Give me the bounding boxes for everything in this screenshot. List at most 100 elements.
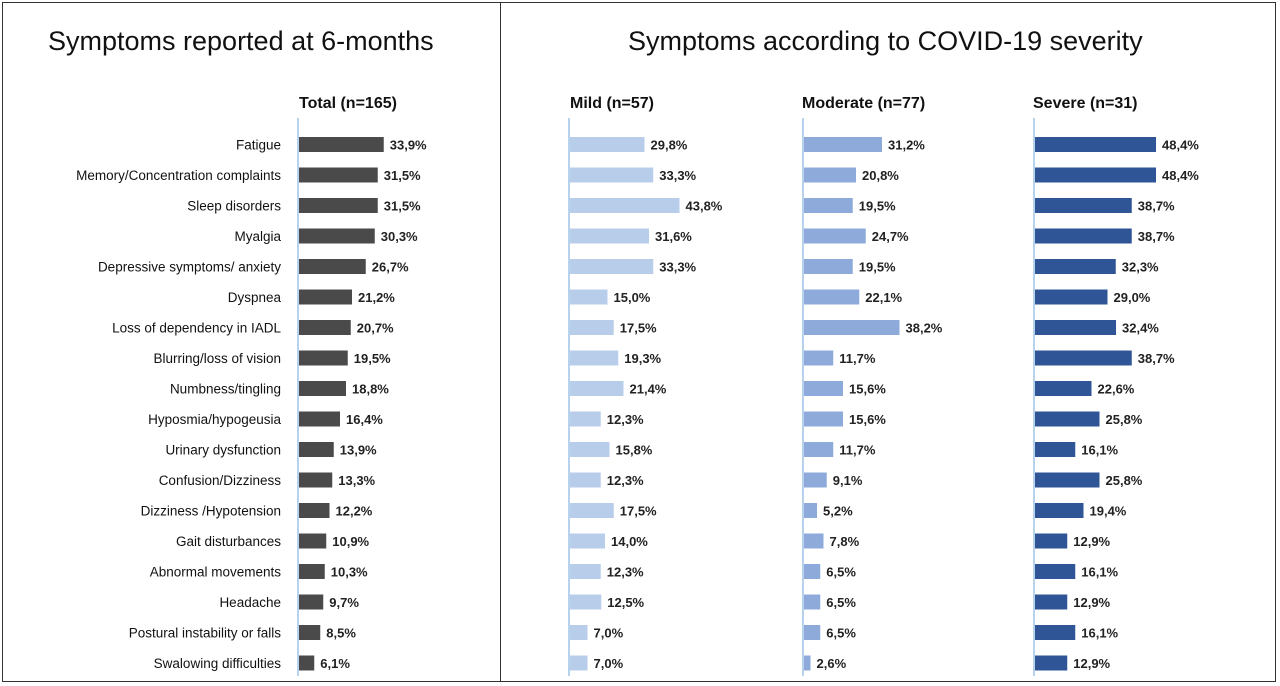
data-label-moderate: 15,6% <box>849 412 886 427</box>
bar-total <box>299 198 378 213</box>
data-label-moderate: 6,5% <box>826 595 856 610</box>
data-label-severe: 38,7% <box>1138 229 1175 244</box>
data-label-mild: 29,8% <box>651 138 688 153</box>
bar-moderate <box>804 228 866 244</box>
data-label-mild: 15,0% <box>614 290 651 305</box>
data-label-moderate: 5,2% <box>823 504 853 519</box>
bar-mild <box>570 350 619 366</box>
bar-severe <box>1035 564 1076 579</box>
category-label: Fatigue <box>236 138 281 153</box>
bar-moderate <box>804 320 900 335</box>
category-label: Postural instability or falls <box>129 626 282 641</box>
category-label: Hyposmia/hypogeusia <box>148 412 281 427</box>
data-label-total: 21,2% <box>358 290 395 305</box>
bar-total <box>299 289 352 305</box>
data-label-severe: 25,8% <box>1106 473 1143 488</box>
bar-moderate <box>804 564 821 579</box>
data-label-total: 13,3% <box>338 473 375 488</box>
series-header-moderate: Moderate (n=77) <box>802 95 925 112</box>
category-label: Depressive symptoms/ anxiety <box>98 260 281 275</box>
data-label-total: 18,8% <box>352 382 389 397</box>
bar-mild <box>570 564 601 579</box>
bar-total <box>299 594 324 610</box>
bar-total <box>299 625 321 640</box>
data-label-total: 31,5% <box>384 199 421 214</box>
data-label-moderate: 19,5% <box>859 260 896 275</box>
bar-total <box>299 533 327 549</box>
bar-total <box>299 381 346 396</box>
bar-moderate <box>804 411 843 427</box>
series-header-mild: Mild (n=57) <box>570 95 654 112</box>
data-label-severe: 32,3% <box>1122 260 1159 275</box>
data-label-total: 10,9% <box>332 534 369 549</box>
category-label: Memory/Concentration complaints <box>76 168 281 183</box>
data-label-total: 9,7% <box>329 595 359 610</box>
bar-mild <box>570 259 654 274</box>
data-label-mild: 43,8% <box>686 199 723 214</box>
data-label-severe: 48,4% <box>1162 168 1199 183</box>
data-label-moderate: 38,2% <box>906 321 943 336</box>
data-label-moderate: 24,7% <box>872 229 909 244</box>
data-label-mild: 31,6% <box>655 229 692 244</box>
bar-mild <box>570 594 602 610</box>
bar-severe <box>1035 137 1156 152</box>
bar-mild <box>570 137 645 152</box>
bar-severe <box>1035 625 1076 640</box>
data-label-total: 19,5% <box>354 351 391 366</box>
bar-severe <box>1035 259 1116 274</box>
category-label: Dizziness /Hypotension <box>141 504 281 519</box>
data-label-mild: 15,8% <box>616 443 653 458</box>
bar-moderate <box>804 289 860 305</box>
data-label-total: 20,7% <box>357 321 394 336</box>
bar-mild <box>570 503 614 518</box>
data-label-mild: 7,0% <box>594 626 624 641</box>
series-header-total: Total (n=165) <box>299 95 397 112</box>
data-label-total: 10,3% <box>331 565 368 580</box>
panel-divider <box>500 2 501 682</box>
bar-moderate <box>804 259 853 274</box>
bar-moderate <box>804 350 834 366</box>
bar-moderate <box>804 442 834 457</box>
category-label: Gait disturbances <box>176 534 281 549</box>
bar-mild <box>570 442 610 457</box>
bar-moderate <box>804 198 853 213</box>
bar-total <box>299 472 333 488</box>
bar-total <box>299 167 378 183</box>
data-label-moderate: 9,1% <box>833 473 863 488</box>
data-label-severe: 19,4% <box>1090 504 1127 519</box>
data-label-mild: 7,0% <box>594 656 624 671</box>
data-label-moderate: 19,5% <box>859 199 896 214</box>
data-label-moderate: 2,6% <box>817 656 847 671</box>
bar-moderate <box>804 472 827 488</box>
data-label-moderate: 7,8% <box>830 534 860 549</box>
category-label: Swalowing difficulties <box>154 656 282 671</box>
data-label-severe: 12,9% <box>1073 656 1110 671</box>
bar-moderate <box>804 625 821 640</box>
data-label-total: 30,3% <box>381 229 418 244</box>
data-label-severe: 25,8% <box>1106 412 1143 427</box>
data-label-severe: 38,7% <box>1138 199 1175 214</box>
bar-severe <box>1035 350 1132 366</box>
bar-moderate <box>804 381 843 396</box>
data-label-total: 6,1% <box>320 656 350 671</box>
bar-mild <box>570 533 605 549</box>
data-label-moderate: 20,8% <box>862 168 899 183</box>
bar-severe <box>1035 289 1108 305</box>
left-panel-title: Symptoms reported at 6-months <box>48 26 434 56</box>
bar-moderate <box>804 655 811 671</box>
bar-moderate <box>804 533 824 549</box>
data-label-mild: 12,3% <box>607 565 644 580</box>
bar-total <box>299 564 325 579</box>
bar-total <box>299 228 375 244</box>
bar-total <box>299 411 340 427</box>
bar-severe <box>1035 381 1092 396</box>
bar-total <box>299 503 330 518</box>
bar-moderate <box>804 167 856 183</box>
bar-mild <box>570 320 614 335</box>
bar-severe <box>1035 228 1132 244</box>
category-label: Sleep disorders <box>187 199 281 214</box>
bar-mild <box>570 228 649 244</box>
bar-total <box>299 442 334 457</box>
category-label: Myalgia <box>234 229 281 244</box>
